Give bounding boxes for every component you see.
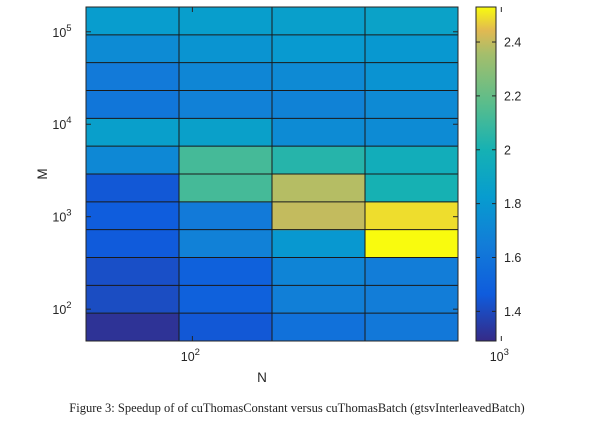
heatmap-cell (179, 229, 273, 258)
heatmap-cell (179, 34, 273, 64)
heatmap-cell (272, 174, 366, 203)
plot-frame (85, 6, 459, 342)
heatmap-cell (365, 285, 459, 314)
colorbar-gradient (475, 6, 497, 342)
heatmap-cell (179, 313, 273, 342)
heatmap-cell (272, 285, 366, 314)
heatmap-cell (179, 201, 273, 231)
heatmap-cell (179, 62, 273, 91)
y-tick-label: 104 (52, 115, 71, 132)
heatmap-cell (86, 174, 180, 203)
heatmap-cell (272, 7, 366, 36)
heatmap-cell (179, 257, 273, 286)
x-tick-label: 103 (490, 347, 509, 364)
heatmap-cell (272, 90, 366, 119)
x-axis-label: N (257, 370, 267, 385)
heatmap-cell (365, 174, 459, 203)
heatmap-cell (86, 313, 180, 342)
heatmap-cell (272, 313, 366, 342)
heatmap-cell (179, 146, 273, 175)
heatmap-cells (86, 7, 459, 342)
heatmap-cell (272, 201, 366, 231)
heatmap-cell (365, 257, 459, 286)
heatmap-cell (86, 7, 180, 36)
heatmap-cell (86, 90, 180, 119)
cell-gridlines (86, 7, 458, 341)
heatmap-cell (272, 229, 366, 258)
heatmap-cell (365, 7, 459, 36)
heatmap-cell (272, 146, 366, 175)
y-axis-ticks: 102 103 104 105 (52, 23, 458, 317)
heatmap-cell (86, 229, 180, 258)
heatmap-cell (179, 174, 273, 203)
heatmap-cell (365, 201, 459, 231)
colorbar-tick-label: 2.4 (504, 36, 521, 50)
heatmap-cell (179, 285, 273, 314)
heatmap-cell (179, 90, 273, 119)
heatmap-cell (86, 285, 180, 314)
heatmap-cell (365, 118, 459, 147)
heatmap-cell (272, 62, 366, 91)
heatmap-cell (365, 229, 459, 258)
heatmap-cell (365, 62, 459, 91)
heatmap-cell (86, 34, 180, 64)
colorbar-tick-label: 1.6 (504, 251, 521, 265)
heatmap-cell (272, 257, 366, 286)
heatmap-cell (86, 146, 180, 175)
heatmap-cell (86, 201, 180, 231)
figure-caption: Figure 3: Speedup of of cuThomasConstant… (69, 401, 525, 415)
heatmap-cell (272, 34, 366, 64)
colorbar-tick-label: 1.4 (504, 305, 521, 319)
x-axis-ticks: 102 103 (181, 7, 509, 364)
heatmap-cell (365, 34, 459, 64)
heatmap-cell (365, 313, 459, 342)
colorbar: 1.4 1.6 1.8 2 2.2 2.4 (475, 6, 521, 342)
heatmap-cell (179, 118, 273, 147)
colorbar-tick-label: 1.8 (504, 197, 521, 211)
heatmap-cell (86, 62, 180, 91)
heatmap-cell (272, 118, 366, 147)
x-tick-label: 102 (181, 347, 200, 364)
y-axis-label: M (35, 168, 50, 179)
y-tick-label: 103 (52, 208, 71, 225)
heatmap-cell (365, 146, 459, 175)
y-tick-label: 102 (52, 300, 71, 317)
y-tick-label: 105 (52, 23, 71, 40)
heatmap-cell (179, 7, 273, 36)
heatmap-cell (365, 90, 459, 119)
colorbar-tick-label: 2.2 (504, 89, 521, 103)
heatmap-cell (86, 118, 180, 147)
heatmap-cell (86, 257, 180, 286)
colorbar-tick-label: 2 (504, 143, 511, 157)
